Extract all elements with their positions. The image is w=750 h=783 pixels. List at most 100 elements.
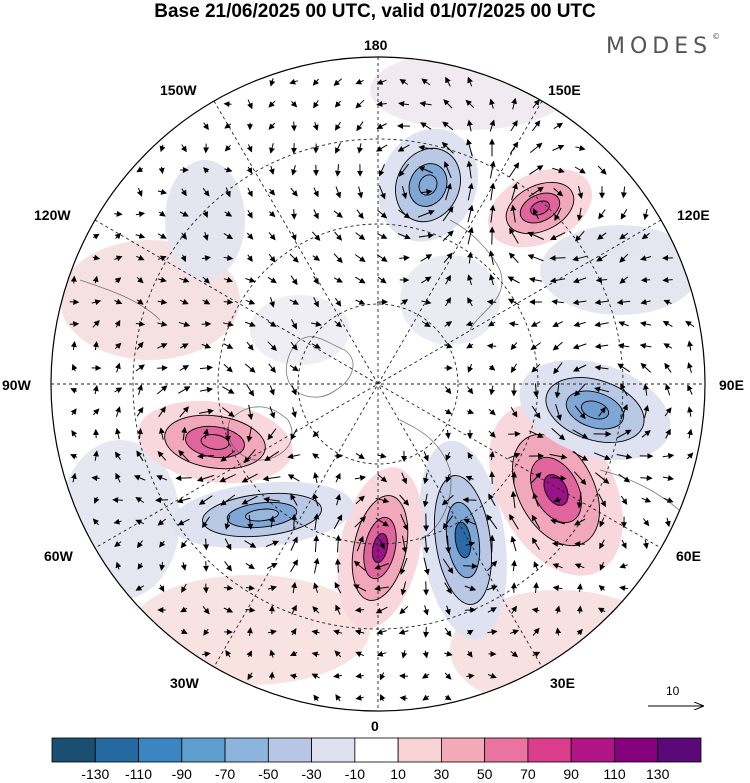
colorbar-swatch xyxy=(570,737,615,763)
wind-arrow xyxy=(181,426,188,441)
wind-arrow xyxy=(511,559,517,572)
wind-arrow xyxy=(313,275,319,285)
wind-arrow xyxy=(445,274,451,285)
wind-arrow xyxy=(289,78,298,85)
wind-arrow xyxy=(575,230,585,242)
wind-arrow xyxy=(572,299,587,306)
wind-arrow xyxy=(532,99,540,109)
wind-arrow xyxy=(157,365,168,371)
wind-arrow xyxy=(509,141,519,154)
wind-arrow xyxy=(573,471,587,486)
wind-arrow xyxy=(313,297,319,308)
wind-arrow xyxy=(268,165,275,175)
wind-arrow xyxy=(180,540,188,549)
wind-arrow xyxy=(509,513,519,530)
wind-arrow xyxy=(335,604,341,615)
wind-arrow xyxy=(377,209,388,219)
wind-arrow xyxy=(445,182,452,201)
wind-arrow xyxy=(620,186,627,199)
wind-arrow xyxy=(510,406,518,418)
wind-arrow xyxy=(196,474,215,482)
colorbar-tick-label: -50 xyxy=(258,766,279,782)
wind-arrow xyxy=(401,535,408,554)
wind-arrow xyxy=(224,561,232,572)
wind-arrow xyxy=(199,364,213,371)
wind-arrow xyxy=(264,450,280,462)
wind-arrow xyxy=(181,144,187,153)
wind-arrow xyxy=(202,583,209,594)
wind-arrow xyxy=(92,385,99,395)
wind-arrow xyxy=(333,514,343,530)
wind-arrow xyxy=(641,497,652,503)
wind-arrow xyxy=(616,453,633,460)
wind-arrow xyxy=(549,255,566,262)
colorbar-swatch xyxy=(354,737,399,763)
wind-arrow xyxy=(487,629,498,636)
wind-arrow xyxy=(445,473,452,483)
wind-arrow xyxy=(527,231,545,240)
wind-arrow xyxy=(312,254,321,261)
wind-arrow xyxy=(158,427,165,440)
wind-arrow xyxy=(179,365,190,371)
wind-arrow xyxy=(92,408,100,416)
wind-arrow xyxy=(510,342,518,351)
wind-arrow xyxy=(640,276,651,283)
wind-arrow xyxy=(311,343,321,349)
wind-arrow xyxy=(576,207,583,222)
wind-arrow xyxy=(158,210,166,217)
colorbar-swatch xyxy=(94,737,139,763)
wind-arrow xyxy=(376,123,387,129)
wind-arrow xyxy=(374,563,389,570)
wind-arrow xyxy=(91,475,100,482)
wind-arrow xyxy=(178,449,190,462)
coastlines xyxy=(79,219,691,541)
wind-arrow xyxy=(224,166,233,173)
label-120e: 120E xyxy=(677,207,710,223)
wind-arrow xyxy=(400,299,409,306)
wind-arrow xyxy=(69,321,80,328)
wind-arrow xyxy=(488,408,496,416)
wind-arrow xyxy=(91,299,102,306)
wind-arrow xyxy=(464,585,477,592)
wind-arrow xyxy=(157,298,168,305)
wind-arrow xyxy=(423,627,429,638)
wind-arrow xyxy=(268,188,276,196)
wind-arrow xyxy=(399,606,409,615)
wind-arrow xyxy=(92,518,100,526)
wind-arrow xyxy=(287,453,300,460)
wind-arrow xyxy=(289,253,299,263)
wind-arrow xyxy=(595,472,610,484)
wind-arrow xyxy=(202,606,210,615)
wind-arrow xyxy=(488,430,496,438)
wind-arrow xyxy=(114,210,123,217)
colorbar-tick-label: 110 xyxy=(603,766,626,782)
colorbar-tick-label: 10 xyxy=(390,766,406,782)
wind-arrow xyxy=(311,673,320,680)
wind-arrow xyxy=(178,321,191,327)
wind-arrow xyxy=(334,121,341,131)
wind-arrow xyxy=(291,319,297,330)
wind-arrow xyxy=(687,406,693,417)
wind-arrow xyxy=(531,120,541,132)
wind-arrow xyxy=(269,385,275,396)
wind-arrow xyxy=(463,518,477,526)
wind-arrow xyxy=(202,651,211,658)
wind-arrow xyxy=(224,210,233,217)
wind-arrow xyxy=(355,672,364,679)
wind-arrow xyxy=(245,277,256,283)
wind-arrow xyxy=(550,475,567,482)
map-title: Base 21/06/2025 00 UTC, valid 01/07/2025… xyxy=(154,1,596,22)
wind-arrow xyxy=(135,320,146,327)
wind-arrow xyxy=(158,406,166,418)
wind-arrow xyxy=(642,383,649,396)
wind-arrow xyxy=(594,321,609,328)
wind-arrow xyxy=(290,121,297,132)
wind-arrow xyxy=(532,651,541,658)
wind-arrow xyxy=(487,672,497,679)
wind-arrow xyxy=(245,562,255,570)
wind-arrow xyxy=(334,320,343,328)
wind-arrow xyxy=(269,143,275,154)
wind-arrow xyxy=(467,363,474,373)
colorbar-tick-label: 90 xyxy=(563,766,579,782)
colorbar-swatch xyxy=(224,737,269,763)
